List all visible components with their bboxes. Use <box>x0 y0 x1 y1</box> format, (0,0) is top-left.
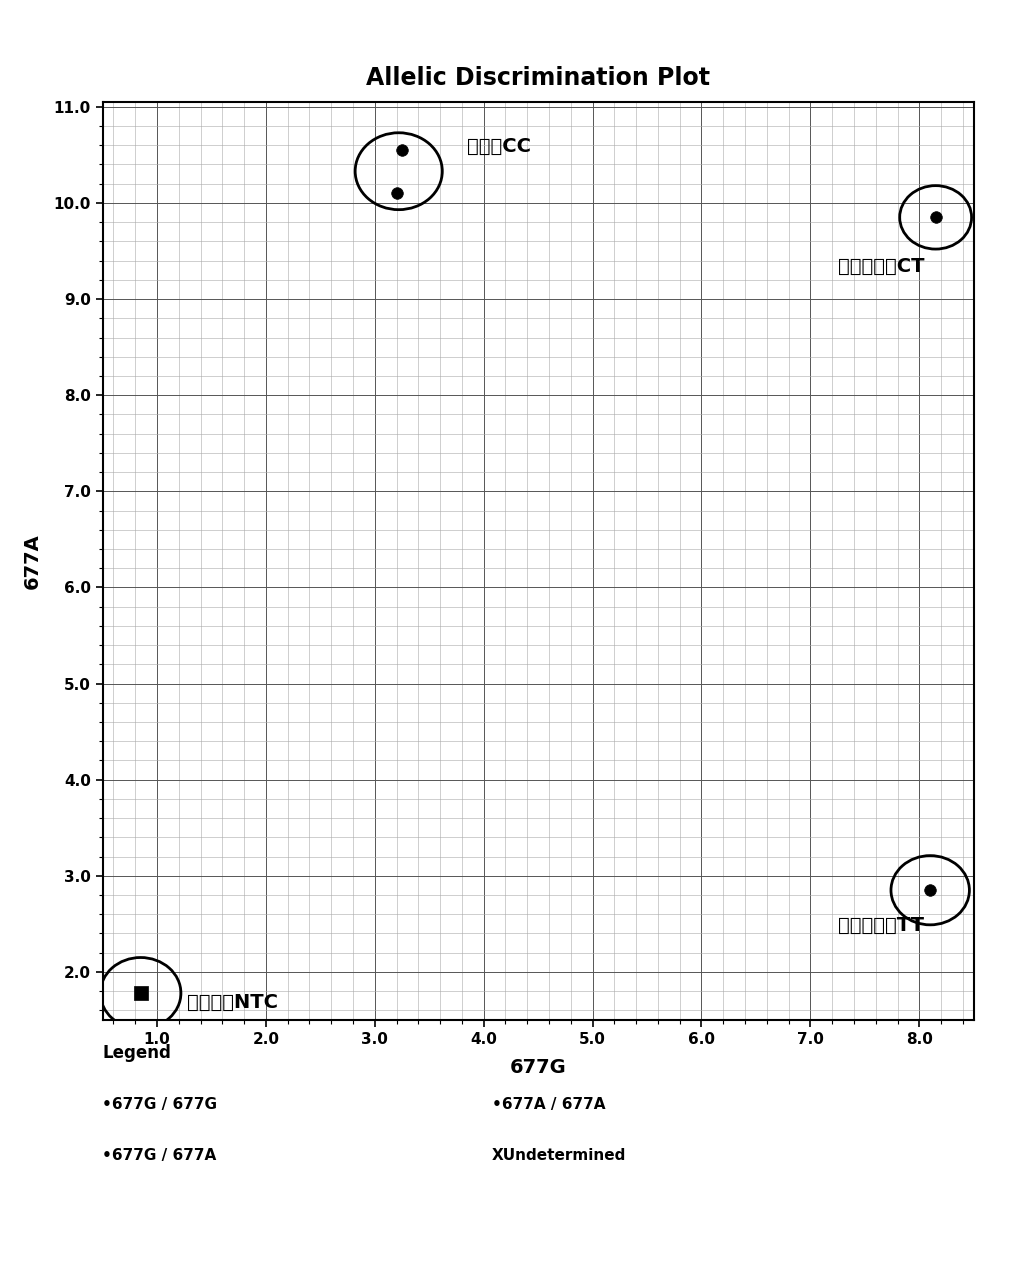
Text: 纯合突变型TT: 纯合突变型TT <box>837 915 924 935</box>
Text: 野生型CC: 野生型CC <box>467 136 531 156</box>
Text: XUndetermined: XUndetermined <box>492 1149 626 1163</box>
Point <box>132 983 149 1003</box>
Text: 空白对照NTC: 空白对照NTC <box>188 992 279 1011</box>
Point <box>928 207 944 227</box>
Point <box>922 880 939 900</box>
Point <box>388 184 405 204</box>
Text: •677G / 677A: •677G / 677A <box>102 1149 216 1163</box>
Text: •677G / 677G: •677G / 677G <box>102 1098 217 1112</box>
Text: 杂合突变型CT: 杂合突变型CT <box>837 258 925 277</box>
Y-axis label: 677A: 677A <box>24 533 42 589</box>
X-axis label: 677G: 677G <box>509 1058 567 1077</box>
Title: Allelic Discrimination Plot: Allelic Discrimination Plot <box>366 66 710 91</box>
Text: Legend: Legend <box>102 1044 171 1062</box>
Point <box>394 140 410 161</box>
Text: •677A / 677A: •677A / 677A <box>492 1098 606 1112</box>
